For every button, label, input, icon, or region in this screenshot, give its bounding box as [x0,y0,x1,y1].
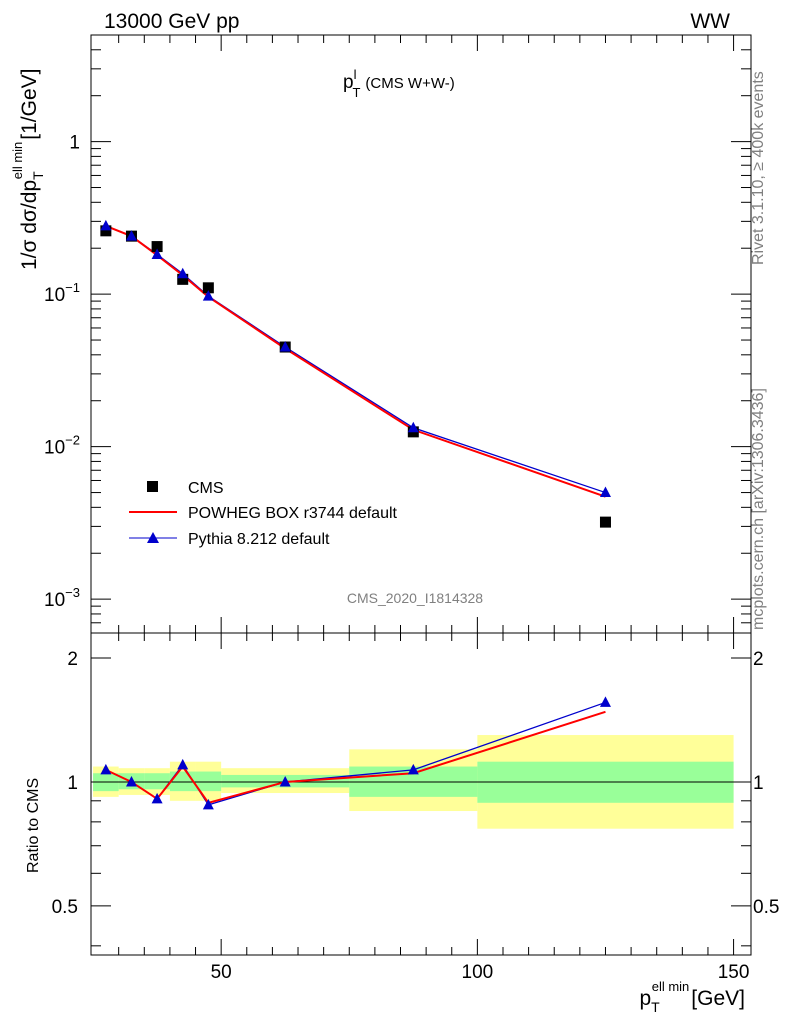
legend-pythia-label: Pythia 8.212 default [188,531,330,548]
cms-point [202,282,214,294]
legend: CMS POWHEG BOX r3744 default Pythia 8.21… [129,480,398,548]
legend-pythia-marker [147,532,159,543]
x-axis-label: pTell min[GeV] [639,979,745,1015]
main-y-tick-label: 10−3 [44,585,80,611]
ratio-pythia-point [279,775,291,787]
main-panel-data [100,219,611,528]
legend-powheg-label: POWHEG BOX r3744 default [188,505,398,522]
main-y-tick-label: 1 [69,133,80,154]
ratio-pythia-point [202,798,214,810]
plot-title-sup: l [354,67,357,82]
pythia-point [151,248,163,259]
ratio-pythia-point [151,792,163,804]
legend-cms-label: CMS [188,480,224,497]
x-tick-label: 50 [211,962,232,983]
pythia-line [105,225,606,494]
pythia-point [125,230,137,241]
plot-title-main: p [343,72,354,93]
axis-tick-labels: 10−3 10−2 10−1 1 0.5 0.5 1 1 2 2 50 100 150 [44,133,779,983]
mcplots-url-text: mcplots.cern.ch [arXiv:1306.3436] [750,388,767,630]
rivet-version-text: Rivet 3.1.10, ≥ 400k events [750,71,767,265]
plot-title-sub: T [352,85,360,100]
x-tick-label: 100 [462,962,494,983]
ratio-band-inner [195,771,222,792]
pythia-point [202,290,214,301]
cms-point [599,516,611,528]
plot-title-rest: (CMS W+W-) [365,75,454,92]
ratio-pythia-point [407,763,419,775]
main-y-tick-label: 10−1 [44,280,80,306]
header-right: WW [690,10,730,33]
ratio-y-tick-label-left: 2 [67,649,78,670]
pythia-point [407,421,419,433]
main-y-axis-label: 1/σ dσ/dpTell min[1/GeV] [10,69,46,271]
cms-point [100,225,112,237]
ratio-pythia-point [100,763,112,775]
pythia-point [177,267,189,279]
ratio-band-inner [144,773,170,790]
ratio-y-tick-label-left: 1 [67,773,78,794]
cms-point [151,241,163,253]
header-left: 13000 GeV pp [104,10,239,33]
powheg-line [105,224,606,498]
axis-ticks [91,34,751,955]
analysis-id: CMS_2020_I1814328 [347,590,483,606]
pythia-point [599,486,611,498]
ratio-y-axis-label: Ratio to CMS [25,778,42,873]
pythia-point [100,219,112,231]
legend-cms-marker [147,481,158,492]
main-y-tick-label: 10−2 [44,433,80,459]
ratio-y-tick-label-right: 0.5 [753,897,779,918]
plot-title: pl T (CMS W+W-) [343,67,455,100]
ratio-panel-frame [90,632,752,956]
ratio-y-tick-label-left: 0.5 [52,897,78,918]
ratio-y-tick-label-right: 2 [753,649,764,670]
cms-point [177,273,189,285]
ratio-pythia-point [125,775,137,787]
ratio-panel-data [100,696,611,810]
x-tick-label: 150 [718,962,750,983]
ratio-pythia-point [177,758,189,770]
pythia-point [279,341,291,352]
ratio-band-inner [169,771,196,792]
ratio-y-tick-label-right: 1 [753,773,764,794]
ratio-pythia-point [599,696,611,707]
